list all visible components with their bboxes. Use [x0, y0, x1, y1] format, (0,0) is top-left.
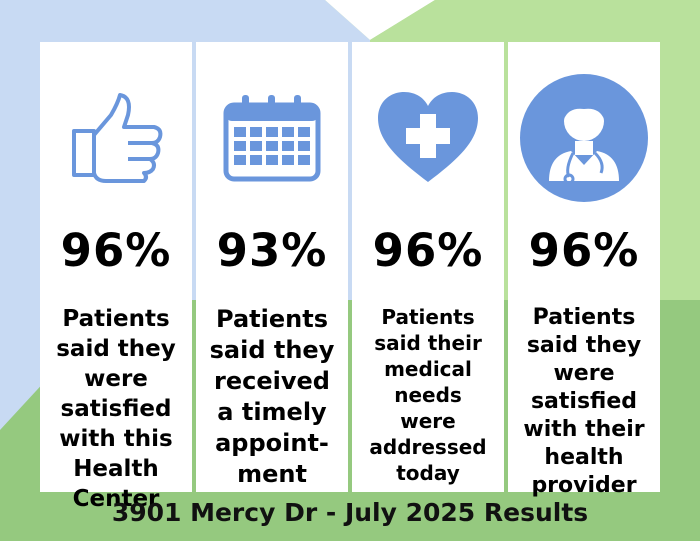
percent-value: 96% — [60, 224, 172, 277]
thumbs-up-icon — [40, 72, 192, 204]
calendar-icon — [196, 72, 348, 204]
percent-value: 96% — [528, 224, 640, 277]
percent-value: 96% — [372, 224, 484, 277]
stat-description: Patients said they received a timely app… — [209, 305, 335, 488]
stat-description: Patients said their medical needs were a… — [369, 305, 487, 485]
footer-caption: 3901 Mercy Dr - July 2025 Results — [111, 498, 589, 527]
stat-description: Patients said they were satisfied with t… — [523, 305, 645, 498]
doctor-icon — [508, 72, 660, 204]
percent-value: 93% — [216, 224, 328, 277]
stat-description: Patients said they were satisfied with t… — [56, 306, 176, 512]
stat-card-satisfied-center: 96% Patients said they were satisfied wi… — [40, 42, 192, 512]
heart-plus-icon — [352, 72, 504, 204]
stat-card-timely-appointment: 93% Patients said they received a timely… — [196, 42, 348, 492]
stat-card-satisfied-provider: 96% Patients said they were satisfied wi… — [508, 42, 660, 498]
stat-card-needs-addressed: 96% Patients said their medical needs we… — [352, 42, 504, 492]
